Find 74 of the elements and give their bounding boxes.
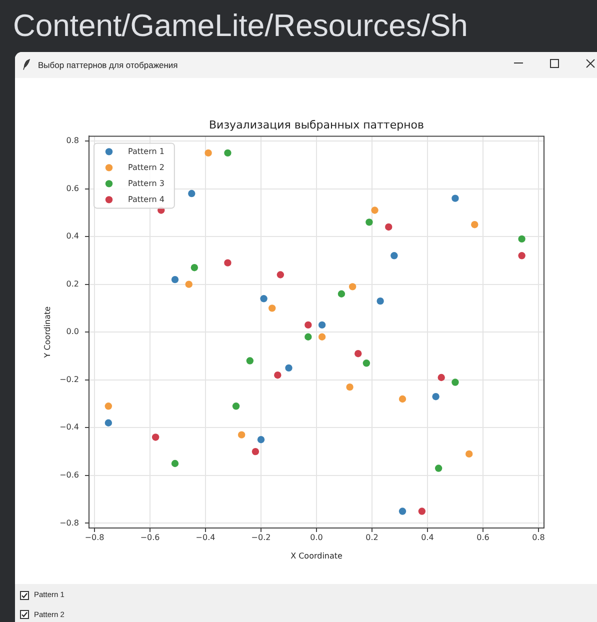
y-tick-label: −0.8 xyxy=(60,518,79,528)
y-tick-label: 0.8 xyxy=(66,136,79,146)
text: Content/GameLite/Resources/Sh xyxy=(13,7,468,45)
point xyxy=(518,235,526,243)
point xyxy=(418,508,426,515)
y-tick-label: 0.4 xyxy=(66,232,79,241)
point xyxy=(188,190,196,198)
point xyxy=(366,218,373,226)
point xyxy=(276,271,284,278)
point xyxy=(204,149,212,157)
legend-label: Pattern 3 xyxy=(128,178,164,188)
point xyxy=(257,436,265,444)
y-tick-label: −0.4 xyxy=(60,422,79,432)
x-tick-label: 0.0 xyxy=(310,532,323,542)
point xyxy=(362,360,370,367)
point xyxy=(104,402,112,410)
legend-label: Pattern 4 xyxy=(128,194,164,204)
x-axis-title: X Coordinate xyxy=(290,551,343,560)
point xyxy=(518,252,526,260)
point xyxy=(465,450,473,458)
legend-label: Pattern 2 xyxy=(128,162,164,172)
point xyxy=(274,372,282,379)
point xyxy=(376,297,384,305)
point xyxy=(438,374,445,382)
point xyxy=(304,321,312,329)
text: Выбор паттернов для отображения xyxy=(38,60,178,70)
point xyxy=(252,448,260,456)
y-tick-label: −0.2 xyxy=(60,374,79,384)
point xyxy=(398,508,406,515)
point xyxy=(185,280,192,288)
x-tick-label: −0.4 xyxy=(196,532,216,542)
point xyxy=(268,304,276,312)
chart-title: Визуализация выбранных паттернов xyxy=(209,118,424,132)
x-tick-label: 0.8 xyxy=(532,532,545,542)
point xyxy=(171,276,179,284)
x-tick-label: 0.2 xyxy=(366,532,378,542)
point xyxy=(371,206,378,214)
point xyxy=(398,395,406,403)
point xyxy=(285,364,292,372)
x-tick-label: −0.6 xyxy=(140,532,160,542)
point xyxy=(171,460,179,468)
legend-label: Pattern 1 xyxy=(128,146,164,156)
point xyxy=(432,393,440,400)
point xyxy=(348,283,356,290)
y-tick-label: 0.6 xyxy=(66,184,79,193)
point xyxy=(452,194,459,202)
x-tick-label: −0.8 xyxy=(84,532,104,542)
point xyxy=(190,264,198,272)
x-tick-label: 0.4 xyxy=(421,532,434,542)
point xyxy=(224,259,232,266)
point xyxy=(346,383,354,391)
point xyxy=(232,402,240,410)
point xyxy=(238,431,246,438)
point xyxy=(224,149,232,157)
point xyxy=(260,295,268,302)
point xyxy=(390,252,398,260)
point xyxy=(304,333,312,340)
point xyxy=(354,350,362,358)
point xyxy=(434,464,442,472)
point xyxy=(152,434,160,441)
x-tick-label: −0.2 xyxy=(251,532,271,542)
point xyxy=(246,357,254,364)
point xyxy=(318,333,326,340)
point xyxy=(385,223,392,231)
y-axis-title: Y Coordinate xyxy=(42,306,52,359)
y-tick-label: −0.6 xyxy=(60,470,79,480)
point xyxy=(452,378,459,386)
point xyxy=(318,321,326,329)
x-tick-label: 0.6 xyxy=(476,532,490,542)
point xyxy=(338,290,346,298)
y-tick-label: 0.0 xyxy=(66,327,79,336)
y-tick-label: 0.2 xyxy=(66,279,79,288)
point xyxy=(471,220,478,228)
point xyxy=(104,419,112,426)
